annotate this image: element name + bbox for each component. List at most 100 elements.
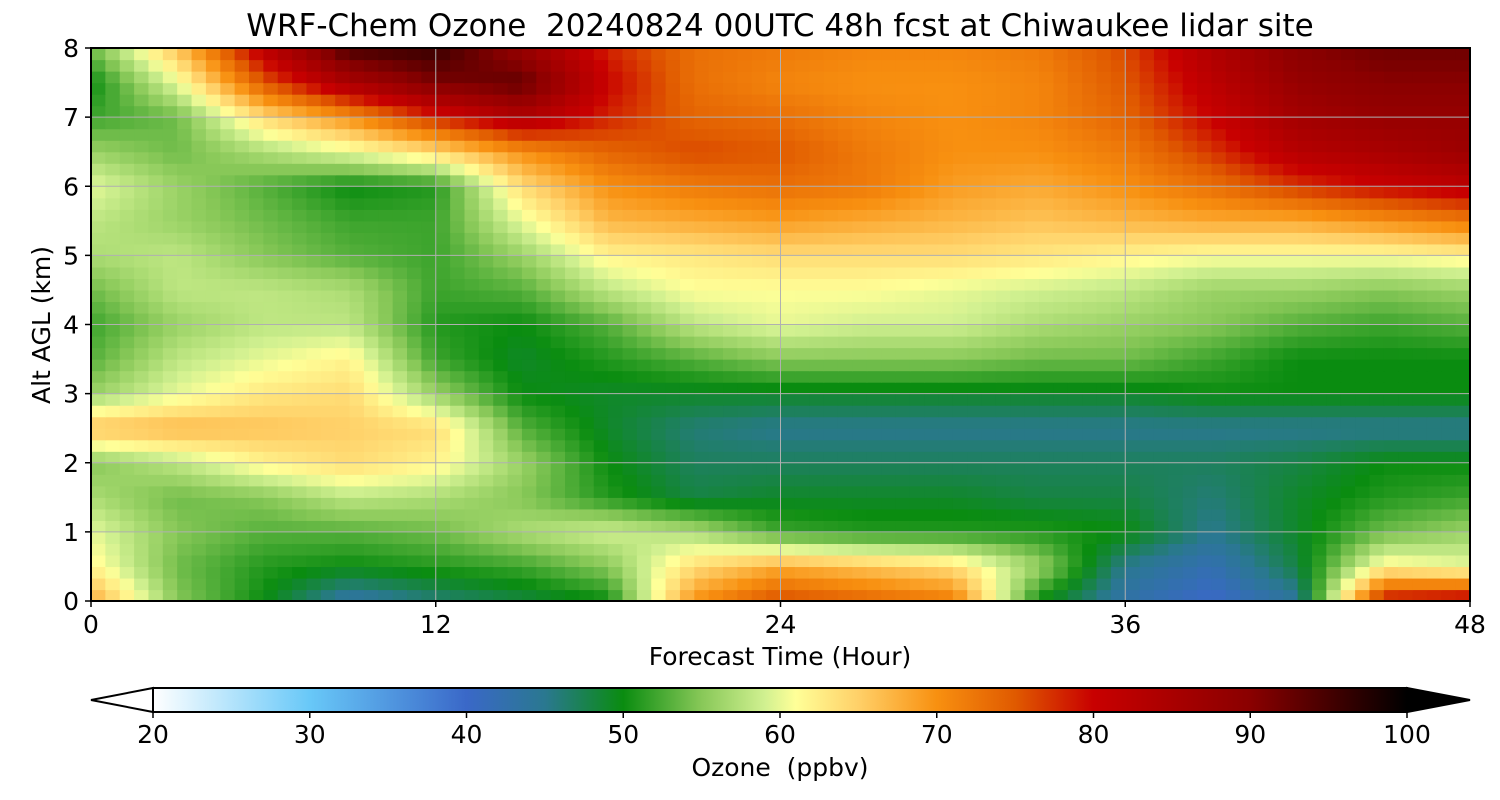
heatmap-cell: [363, 324, 379, 337]
heatmap-cell: [521, 255, 537, 268]
heatmap-cell: [1168, 48, 1184, 61]
heatmap-cell: [205, 370, 221, 383]
heatmap-cell: [766, 220, 782, 233]
heatmap-cell: [134, 336, 150, 349]
heatmap-cell: [1096, 94, 1112, 107]
heatmap-cell: [809, 186, 825, 199]
heatmap-cell: [1268, 255, 1284, 268]
heatmap-cell: [493, 531, 509, 544]
heatmap-cell: [450, 347, 466, 360]
heatmap-cell: [105, 232, 121, 245]
heatmap-cell: [1254, 370, 1270, 383]
heatmap-cell: [1268, 336, 1284, 349]
heatmap-cell: [622, 105, 638, 118]
heatmap-cell: [1398, 186, 1414, 199]
heatmap-cell: [363, 577, 379, 591]
heatmap-cell: [1125, 105, 1141, 118]
heatmap-cell: [1254, 278, 1270, 291]
heatmap-cell: [665, 416, 681, 429]
heatmap-cell: [593, 336, 609, 349]
heatmap-cell: [363, 278, 379, 291]
heatmap-cell: [263, 48, 279, 61]
heatmap-cell: [852, 197, 868, 210]
heatmap-cell: [1211, 566, 1227, 579]
heatmap-cell: [191, 289, 207, 303]
heatmap-cell: [1240, 428, 1256, 441]
heatmap-cell: [751, 520, 767, 533]
heatmap-cell: [392, 485, 408, 498]
heatmap-cell: [1441, 382, 1457, 395]
heatmap-cell: [91, 105, 106, 118]
heatmap-cell: [392, 439, 408, 452]
heatmap-cell: [1369, 59, 1385, 72]
heatmap-cell: [1039, 209, 1055, 222]
heatmap-cell: [1182, 589, 1198, 601]
heatmap-cell: [1125, 589, 1141, 601]
heatmap-cell: [1082, 359, 1098, 372]
heatmap-cell: [1283, 451, 1299, 464]
heatmap-cell: [694, 140, 710, 153]
heatmap-cell: [521, 82, 537, 95]
heatmap-cell: [622, 428, 638, 441]
heatmap-cell: [177, 485, 193, 498]
heatmap-cell: [1398, 474, 1414, 487]
heatmap-cell: [1110, 255, 1126, 268]
heatmap-cell: [694, 71, 710, 84]
heatmap-cell: [349, 543, 365, 556]
heatmap-cell: [306, 405, 322, 418]
heatmap-cell: [723, 105, 739, 118]
heatmap-cell: [708, 508, 724, 521]
heatmap-cell: [636, 232, 652, 245]
heatmap-cell: [1197, 71, 1213, 84]
heatmap-cell: [1369, 347, 1385, 360]
heatmap-cell: [1153, 289, 1169, 303]
heatmap-cell: [737, 151, 753, 164]
heatmap-cell: [1039, 255, 1055, 268]
heatmap-cell: [1311, 370, 1327, 383]
heatmap-cell: [378, 151, 394, 164]
heatmap-cell: [1426, 140, 1442, 153]
heatmap-cell: [938, 301, 954, 314]
heatmap-cell: [507, 243, 523, 256]
heatmap-cell: [421, 174, 437, 187]
heatmap-cell: [823, 370, 839, 383]
heatmap-cell: [220, 531, 236, 544]
heatmap-cell: [1369, 336, 1385, 349]
heatmap-cell: [1268, 393, 1284, 406]
heatmap-cell: [1225, 405, 1241, 418]
heatmap-cell: [407, 71, 422, 84]
heatmap-cell: [191, 416, 207, 429]
heatmap-cell: [995, 382, 1011, 395]
heatmap-cell: [349, 462, 365, 475]
heatmap-cell: [1197, 531, 1213, 544]
heatmap-cell: [967, 117, 983, 130]
heatmap-cell: [363, 71, 379, 84]
heatmap-cell: [579, 485, 595, 498]
heatmap-cell: [478, 197, 494, 210]
heatmap-cell: [1340, 266, 1356, 280]
heatmap-cell: [981, 393, 997, 406]
heatmap-cell: [1053, 577, 1069, 591]
heatmap-cell: [119, 462, 135, 475]
heatmap-cell: [1398, 301, 1414, 314]
heatmap-cell: [450, 336, 466, 349]
heatmap-cell: [881, 174, 897, 187]
heatmap-cell: [1024, 347, 1040, 360]
heatmap-cell: [622, 48, 638, 61]
heatmap-cell: [837, 520, 853, 533]
heatmap-cell: [119, 439, 135, 452]
heatmap-cell: [995, 82, 1011, 95]
heatmap-cell: [1297, 543, 1313, 556]
heatmap-cell: [708, 289, 724, 303]
heatmap-cell: [866, 266, 882, 280]
heatmap-cell: [1383, 451, 1399, 464]
heatmap-cell: [1010, 71, 1026, 84]
heatmap-cell: [493, 59, 509, 72]
heatmap-cell: [134, 255, 150, 268]
heatmap-cell: [1139, 370, 1155, 383]
heatmap-cell: [1383, 255, 1399, 268]
heatmap-cell: [1283, 163, 1299, 176]
heatmap-cell: [507, 71, 523, 84]
heatmap-cell: [1412, 186, 1428, 199]
heatmap-cell: [162, 336, 178, 349]
